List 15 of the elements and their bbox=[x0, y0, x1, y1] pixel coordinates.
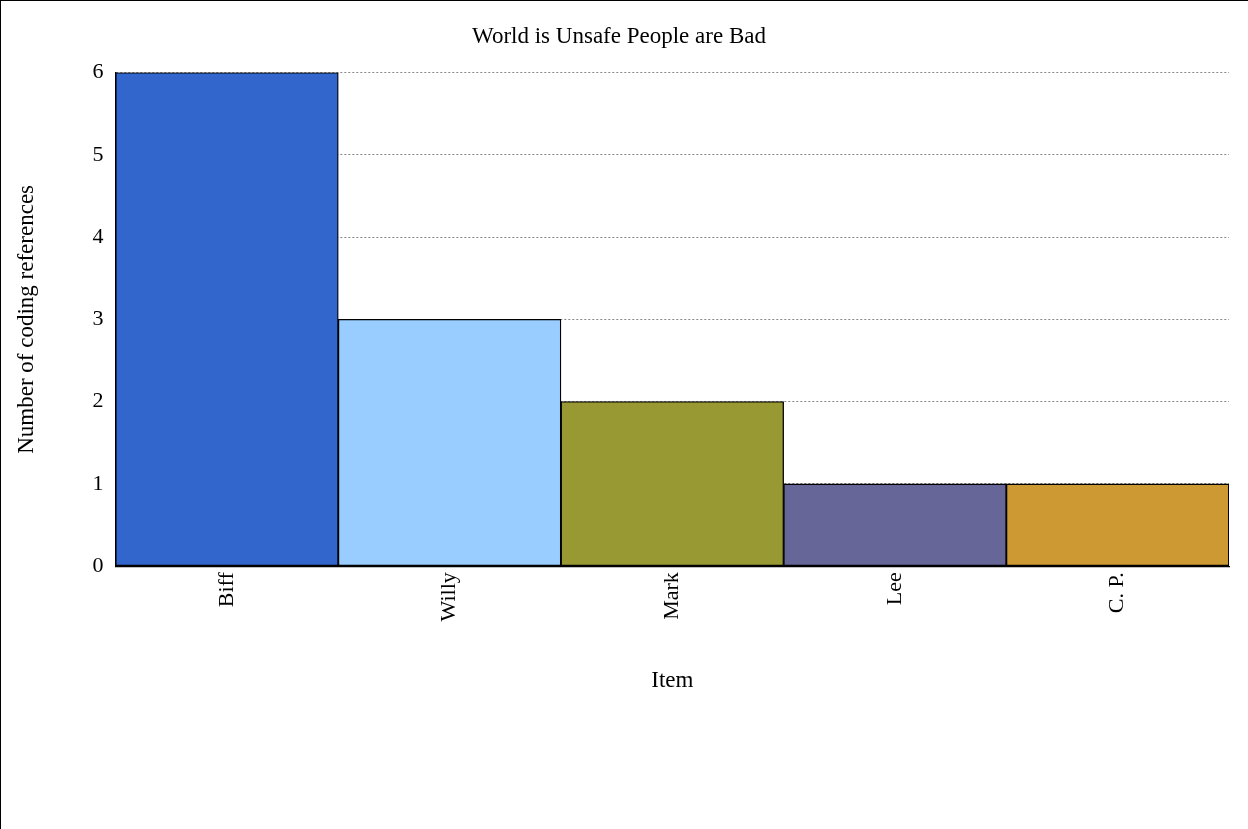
y-tick-label: 1 bbox=[92, 469, 104, 495]
y-tick-label: 6 bbox=[92, 58, 104, 84]
y-tick-label: 3 bbox=[92, 305, 104, 331]
x-tick-label: Biff bbox=[212, 571, 238, 608]
y-tick-label: 4 bbox=[92, 222, 104, 248]
y-axis-title: Number of coding references bbox=[12, 184, 38, 454]
y-tick-label: 5 bbox=[92, 140, 104, 166]
x-tick-label: C. P. bbox=[1103, 572, 1129, 614]
y-tick-label: 0 bbox=[92, 551, 104, 577]
x-tick-label: Willy bbox=[435, 572, 461, 622]
chart-title: World is Unsafe People are Bad bbox=[472, 22, 767, 48]
x-tick-label: Lee bbox=[880, 572, 906, 606]
y-tick-label: 2 bbox=[92, 387, 104, 413]
x-axis-title: Item bbox=[651, 667, 694, 693]
x-tick-label: Mark bbox=[658, 572, 684, 620]
